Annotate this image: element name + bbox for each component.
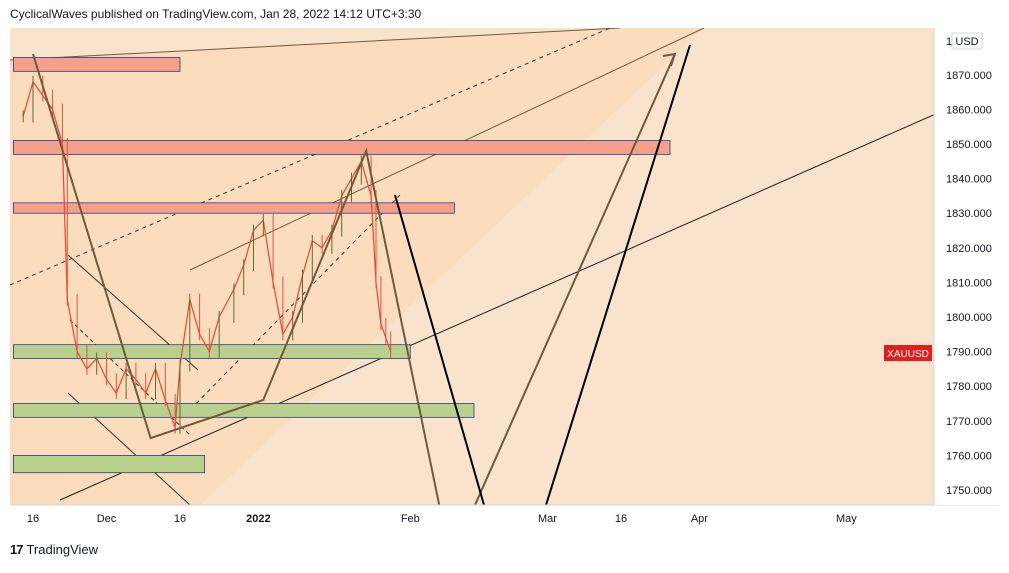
- x-tick-label: Feb: [401, 513, 420, 525]
- y-tick-label: 1770.000: [946, 416, 992, 428]
- zone-green-4: [12, 403, 475, 418]
- x-tick-label: May: [836, 513, 857, 525]
- zone-red-1: [12, 140, 671, 155]
- tradingview-logo-icon: 17: [10, 542, 24, 557]
- wave-path-line: [32, 53, 441, 505]
- y-tick-label: 1800.000: [946, 312, 992, 324]
- projection-down-line: [394, 194, 485, 505]
- symbol-badge-label: XAUUSD: [887, 349, 929, 360]
- y-tick-label: 1840.000: [946, 174, 992, 186]
- x-tick-label: Apr: [691, 513, 708, 525]
- y-tick-label: 1760.000: [946, 450, 992, 462]
- x-tick-label: Dec: [97, 513, 117, 525]
- y-tick-label: 1820.000: [946, 243, 992, 255]
- projection-up-line: [473, 53, 676, 505]
- dashed-inner-line: [184, 194, 401, 416]
- currency-label-text: USD: [955, 36, 978, 48]
- zone-green-5: [12, 454, 205, 474]
- currency-label[interactable]: USD: [951, 32, 983, 50]
- footer-brand[interactable]: 17 TradingView: [10, 542, 98, 557]
- y-tick-label: 1850.000: [946, 139, 992, 151]
- x-axis[interactable]: 16 Dec 16 2022 Feb Mar 16 Apr May: [27, 513, 857, 525]
- channel-upper-line: [10, 28, 621, 61]
- y-tick-label: 1810.000: [946, 277, 992, 289]
- symbol-badge[interactable]: XAUUSD: [884, 345, 932, 361]
- projection-up-black-line: [545, 44, 691, 505]
- footer-brand-text: TradingView: [26, 542, 99, 557]
- zone-red-2: [12, 202, 455, 214]
- x-tick-label: 16: [615, 513, 627, 525]
- y-axis[interactable]: 1870.000 1860.000 1850.000 1840.000 1830.000…: [946, 70, 992, 497]
- y-tick-label: 1750.000: [946, 485, 992, 497]
- x-tick-label: 2022: [246, 513, 270, 525]
- y-tick-label: 1830.000: [946, 208, 992, 220]
- zone-green-3: [12, 344, 411, 359]
- x-tick-label: 16: [174, 513, 186, 525]
- publish-header: CyclicalWaves published on TradingView.c…: [10, 7, 422, 21]
- long-support-line: [59, 114, 934, 501]
- zone-red-0: [12, 57, 181, 72]
- x-tick-label: 16: [27, 513, 39, 525]
- y-tick-label: 1780.000: [946, 381, 992, 393]
- plot-layer: [10, 28, 934, 505]
- y-tick-label: 1860.000: [946, 104, 992, 116]
- price-axis-background: [935, 28, 999, 505]
- y-tick-label: 1870.000: [946, 70, 992, 82]
- x-tick-label: Mar: [538, 513, 557, 525]
- projection-arrowhead: [662, 52, 677, 67]
- y-tick-label: 1790.000: [946, 347, 992, 359]
